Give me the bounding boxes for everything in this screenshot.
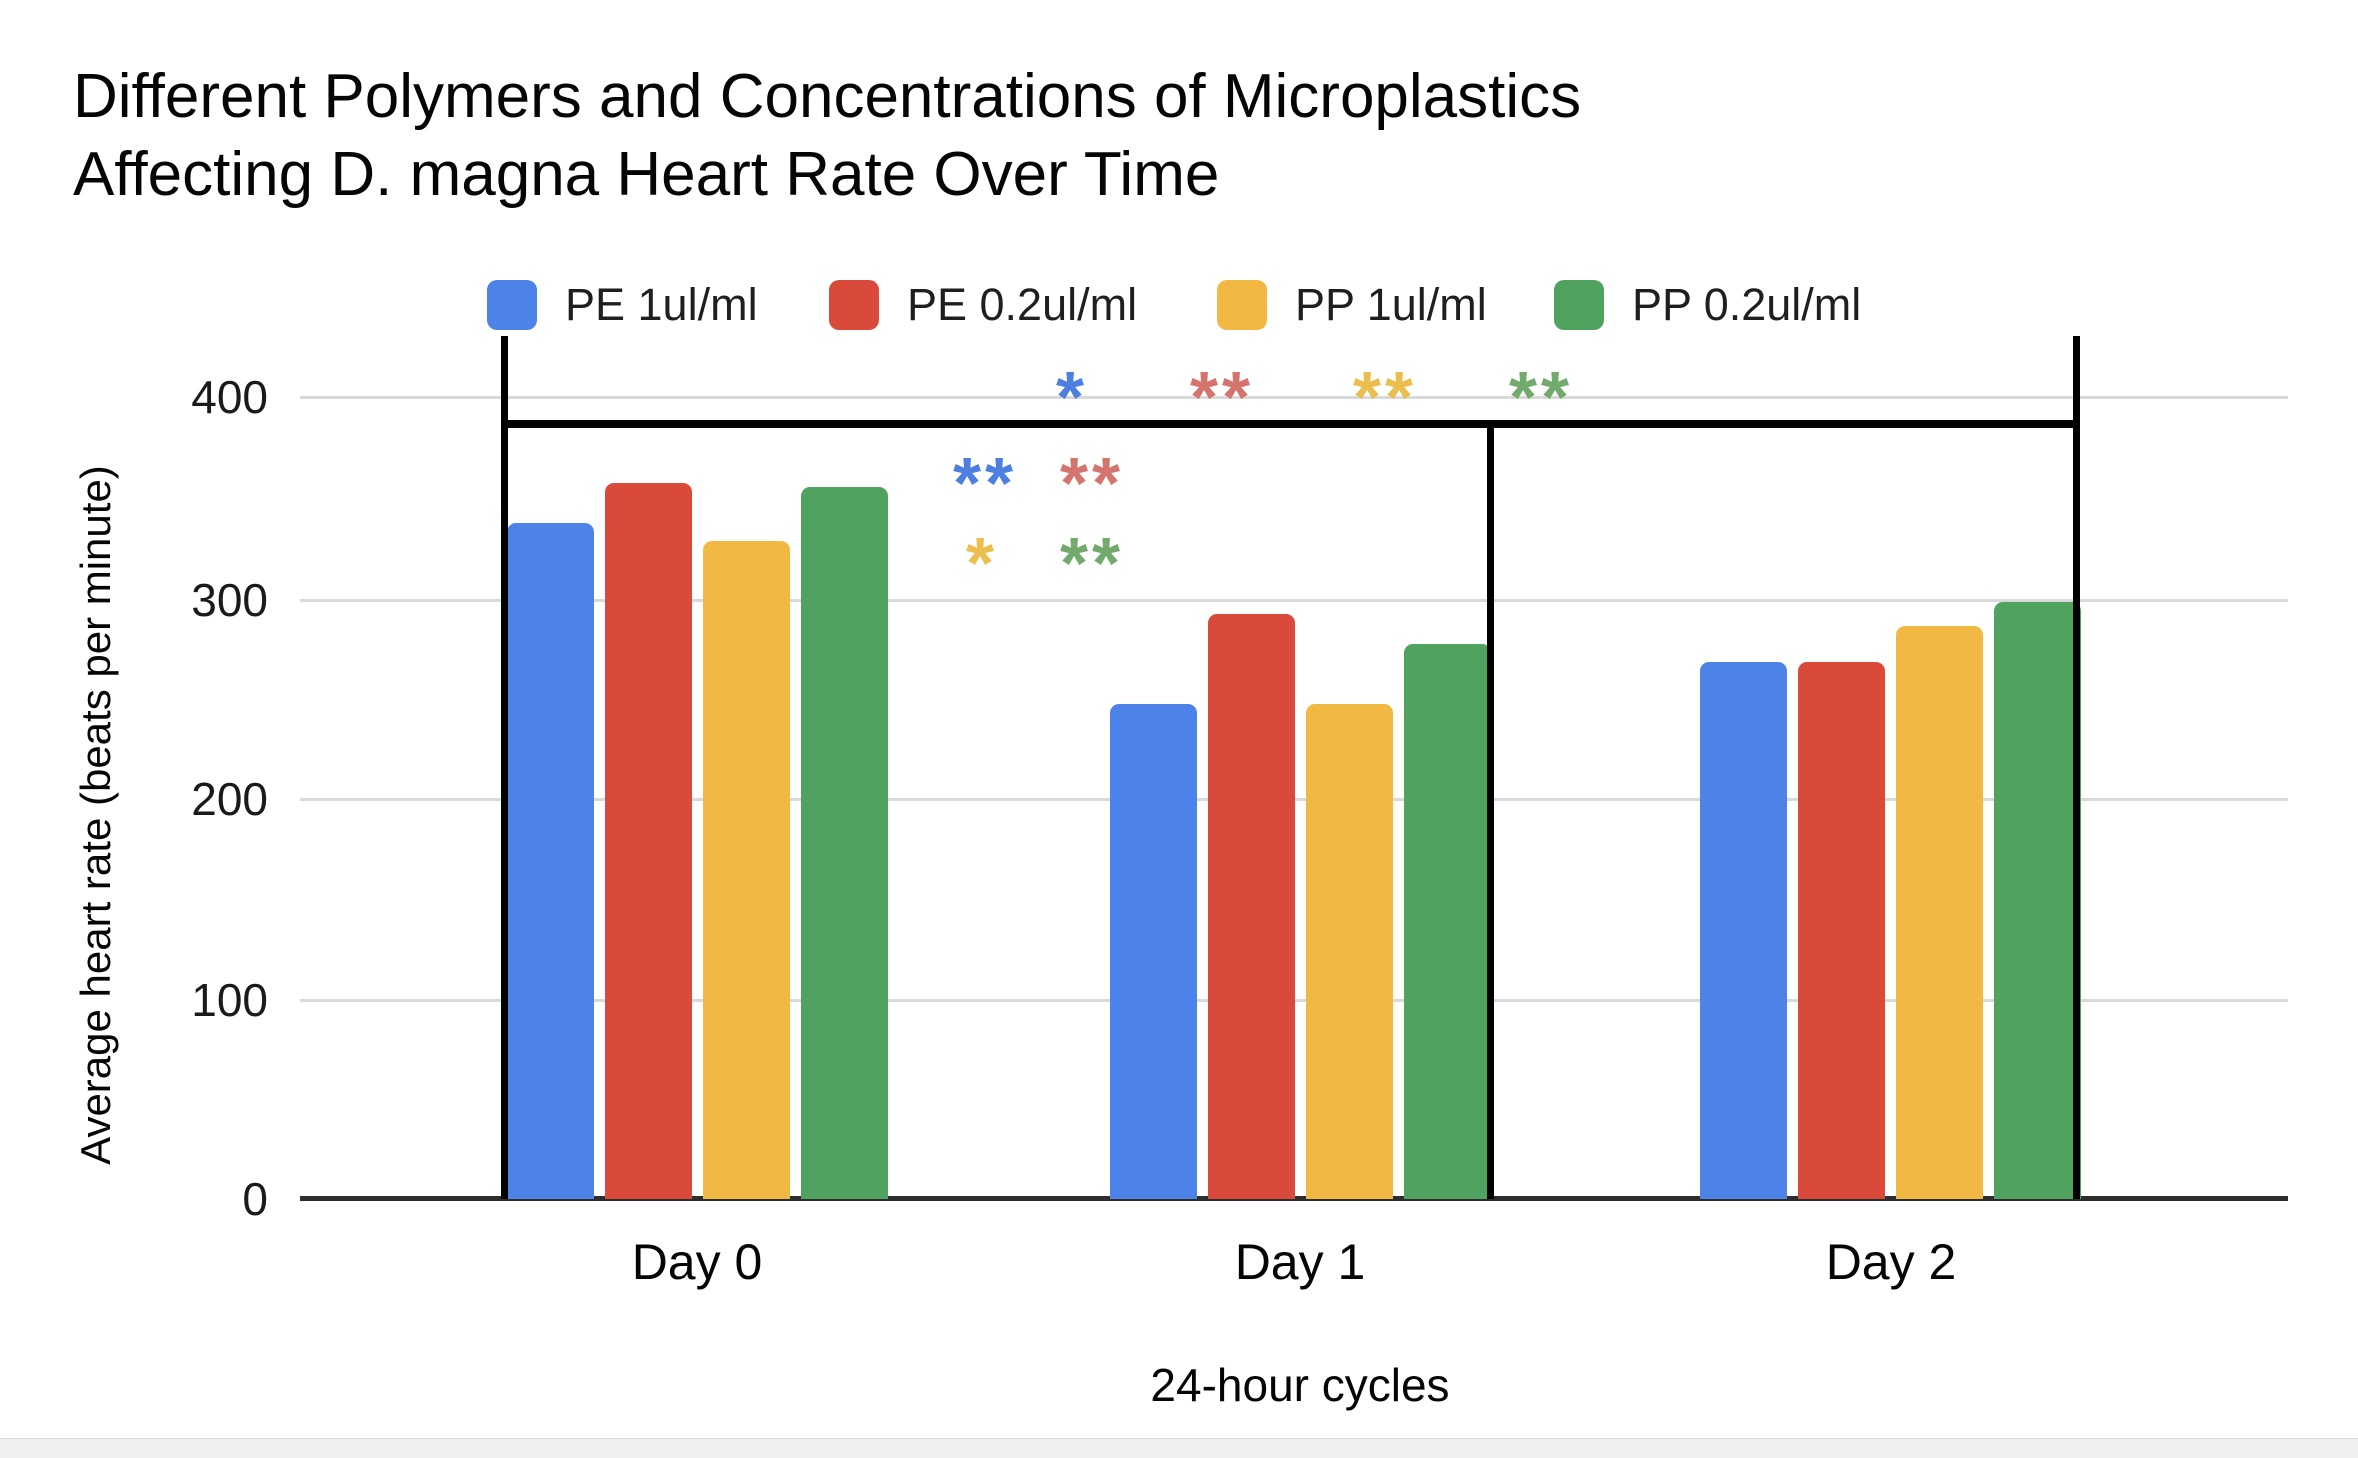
x-label-day2: Day 2	[1825, 1234, 1957, 1290]
y-tick-400: 400	[191, 371, 268, 423]
sig-star-bracket-pe-02ul: **	[1190, 358, 1255, 438]
legend-label-pp-1ul: PP 1ul/ml	[1295, 279, 1487, 330]
sig-star-day1-pe-02ul: **	[1060, 444, 1125, 524]
x-label-day0: Day 0	[631, 1234, 763, 1290]
bar-day0-pp-1ul-ml	[703, 541, 790, 1199]
scrollbar-track[interactable]	[0, 1438, 2358, 1458]
bar-day0-pe-1ul-ml	[507, 523, 594, 1199]
sig-star-day1-pp-1ul: *	[966, 524, 999, 604]
bracket-divider-line	[1487, 420, 1494, 1199]
bar-day1-pe-1ul-ml	[1110, 704, 1197, 1199]
y-tick-100: 100	[191, 974, 268, 1026]
x-label-day1: Day 1	[1234, 1234, 1366, 1290]
bracket-left-line	[501, 336, 508, 1199]
y-tick-300: 300	[191, 574, 268, 626]
sig-star-bracket-pe-1ul: *	[1056, 358, 1089, 438]
bracket-right-line	[2073, 336, 2080, 1199]
legend-item-pp-1ul: PP 1ul/ml	[1217, 277, 1487, 333]
legend-item-pe-1ul: PE 1ul/ml	[487, 277, 758, 333]
bar-day2-pp-0-2ul-ml	[1994, 602, 2081, 1199]
sig-star-day1-pe-1ul: **	[953, 444, 1018, 524]
legend-swatch-pp-02ul	[1554, 280, 1604, 330]
legend-item-pe-02ul: PE 0.2ul/ml	[829, 277, 1137, 333]
gridline-400	[300, 396, 2288, 399]
bracket-top-line	[501, 420, 2080, 428]
x-axis-title: 24-hour cycles	[1150, 1359, 1450, 1411]
legend-swatch-pe-02ul	[829, 280, 879, 330]
sig-star-day1-pp-02ul: **	[1060, 524, 1125, 604]
bar-day0-pe-0-2ul-ml	[605, 483, 692, 1199]
sig-star-bracket-pp-1ul: **	[1353, 358, 1418, 438]
y-tick-0: 0	[242, 1173, 268, 1225]
bar-day1-pp-1ul-ml	[1306, 704, 1393, 1199]
legend-label-pe-02ul: PE 0.2ul/ml	[907, 279, 1138, 330]
bar-day1-pe-0-2ul-ml	[1208, 614, 1295, 1199]
chart-title-line2: Affecting D. magna Heart Rate Over Time	[73, 140, 1220, 209]
legend-label-pp-02ul: PP 0.2ul/ml	[1632, 279, 1862, 330]
bar-day0-pp-0-2ul-ml	[801, 487, 888, 1199]
gridline-300	[300, 599, 2288, 602]
bar-day2-pe-0-2ul-ml	[1798, 662, 1885, 1199]
chart-title: Different Polymers and Concentrations of…	[73, 58, 1581, 214]
y-tick-200: 200	[191, 773, 268, 825]
bar-day2-pe-1ul-ml	[1700, 662, 1787, 1199]
chart-title-line1: Different Polymers and Concentrations of…	[73, 62, 1582, 131]
legend-item-pp-02ul: PP 0.2ul/ml	[1554, 277, 1861, 333]
legend-swatch-pe-1ul	[487, 280, 537, 330]
legend-label-pe-1ul: PE 1ul/ml	[565, 279, 758, 330]
bar-day2-pp-1ul-ml	[1896, 626, 1983, 1199]
bar-day1-pp-0-2ul-ml	[1404, 644, 1491, 1199]
sig-star-bracket-pp-02ul: **	[1509, 358, 1574, 438]
legend-swatch-pp-1ul	[1217, 280, 1267, 330]
